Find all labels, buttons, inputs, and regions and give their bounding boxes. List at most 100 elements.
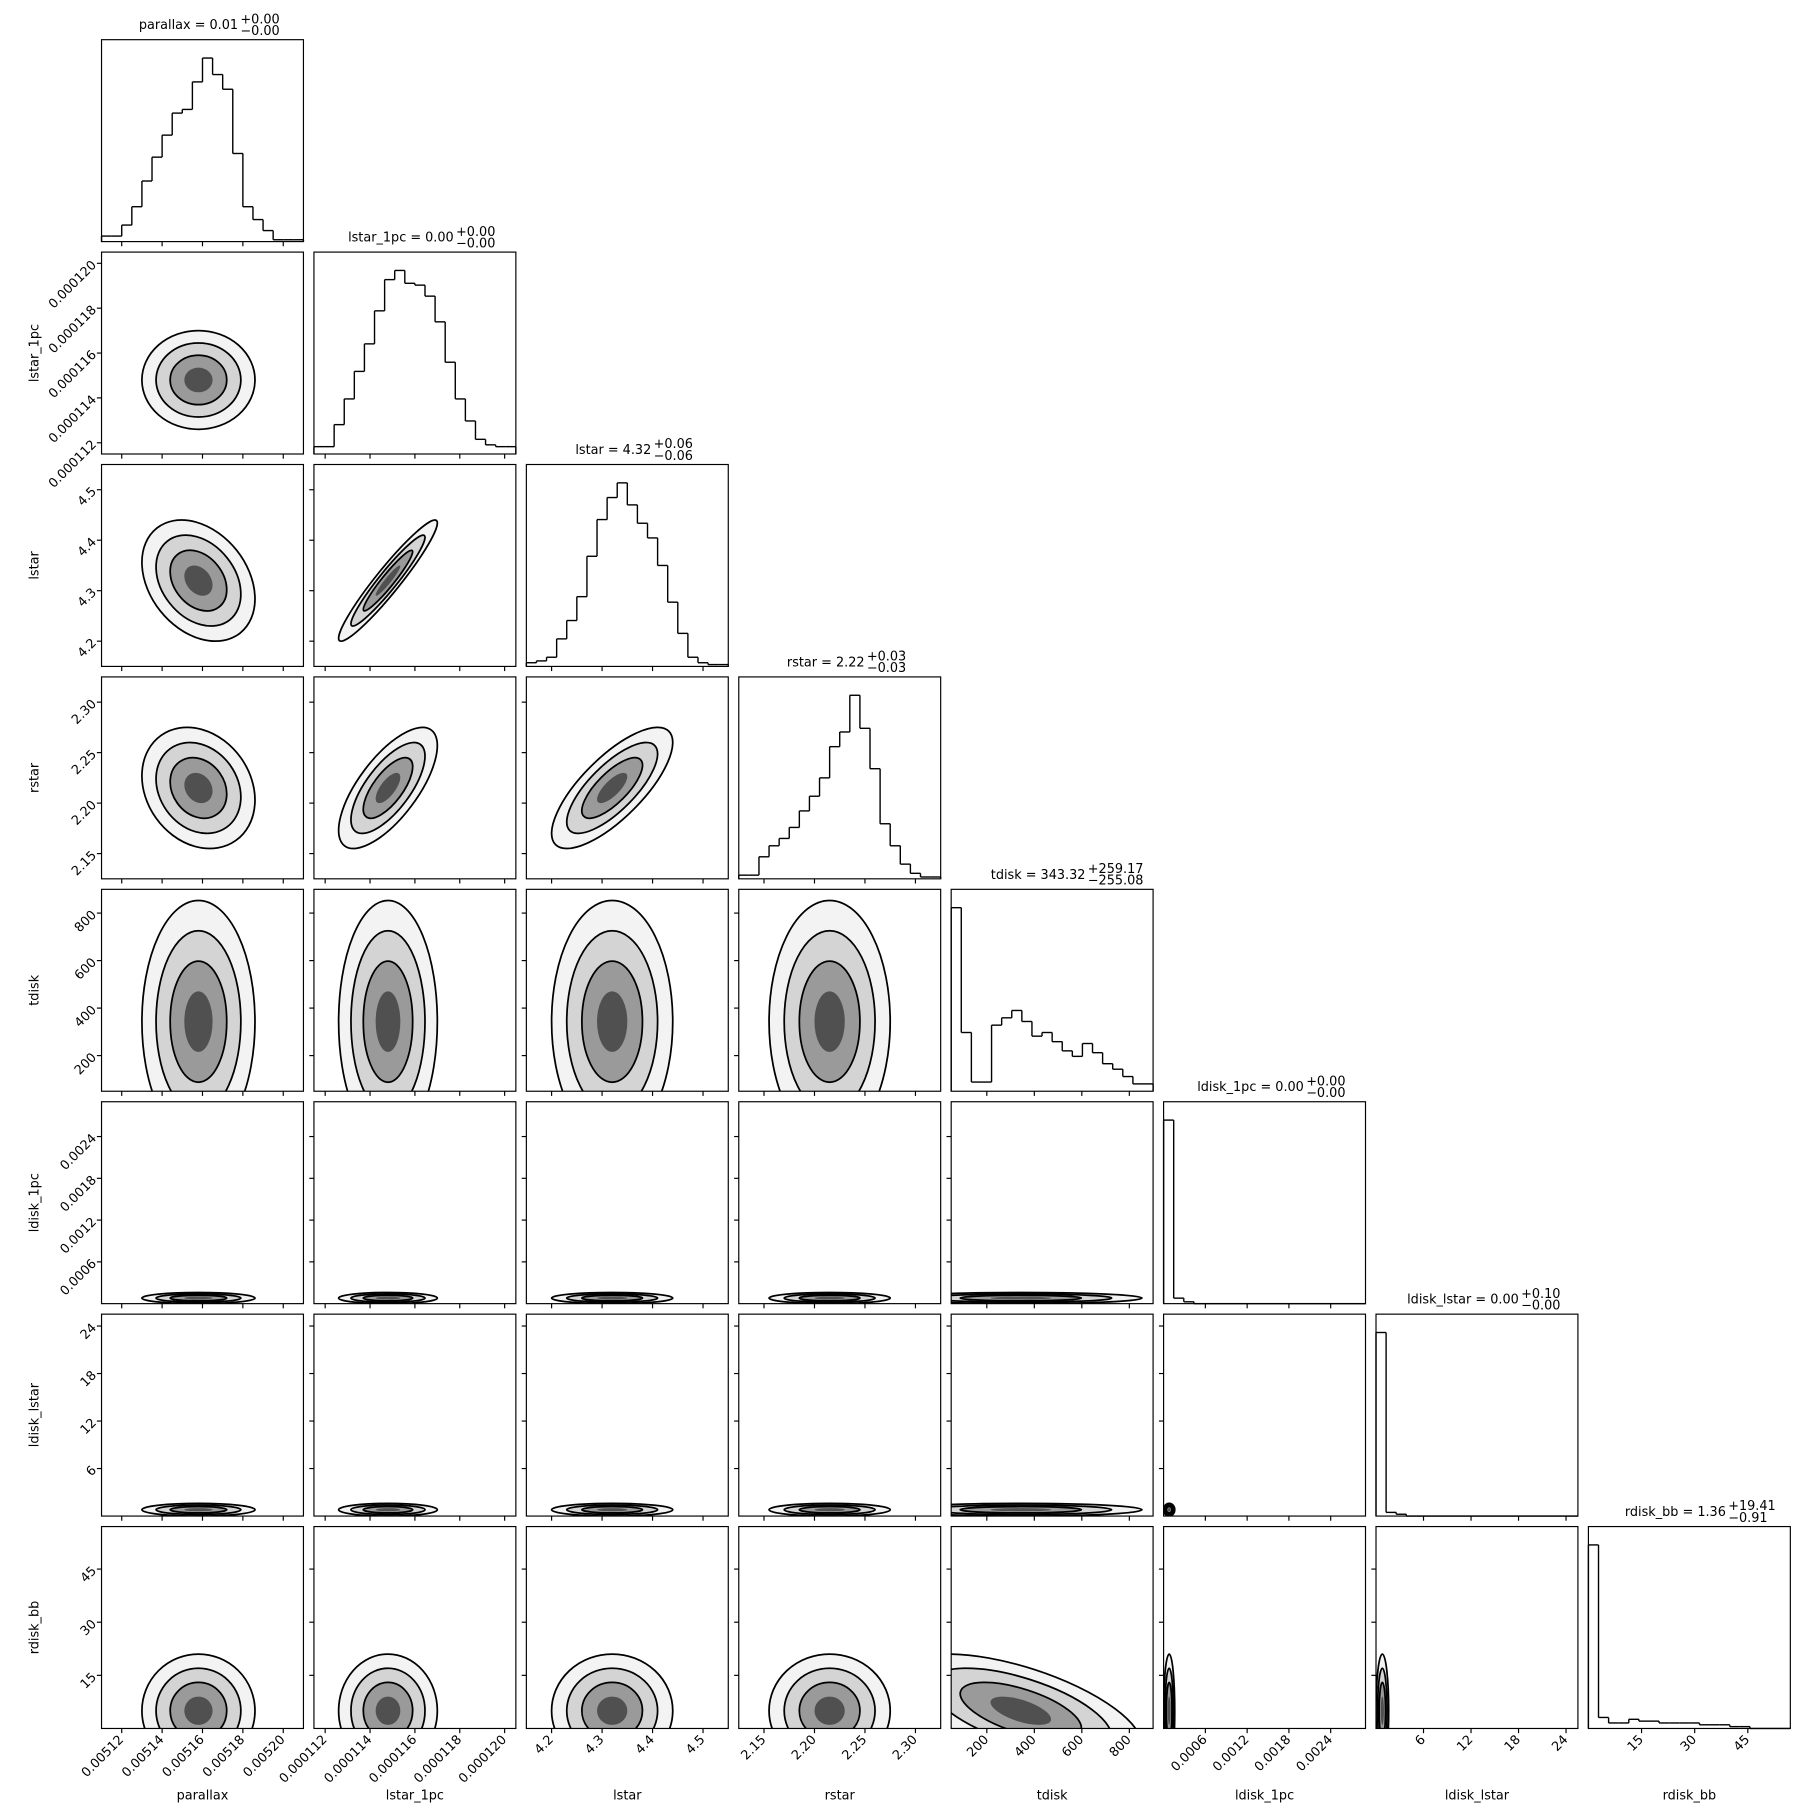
x-tick-label: 0.0006 [1168,1733,1210,1775]
contour [375,1508,401,1512]
contour [375,565,401,596]
panel [521,1313,729,1521]
y-tick-label: 0.0024 [57,1131,99,1173]
x-tick-label: 600 [1059,1733,1087,1761]
panel-title: rstar = 2.22 [787,655,865,670]
panel-frame [738,1525,942,1730]
title-sub: −0.00 [1521,1298,1560,1313]
title-sup: +0.06 [654,437,693,452]
y-tick-label: 4.5 [75,484,100,509]
x-axis-label: lstar_1pc [386,1789,444,1804]
panel-frame [313,1313,517,1517]
title-sub: −0.00 [1306,1086,1345,1101]
x-tick-label: 18 [1502,1733,1524,1755]
y-tick-label: 0.0006 [57,1257,99,1299]
panel: 15 30 45 rdisk_bb = 1.36 +19.41−0.91 rdisk_bb [1587,1499,1791,1804]
panel [309,1313,517,1521]
x-tick-label: 200 [964,1733,992,1761]
panel-frame [1163,1313,1367,1517]
x-tick-label: 30 [1678,1733,1700,1755]
contours [141,329,256,431]
title-sup: +0.00 [240,12,279,27]
y-tick-label: 45 [78,1564,100,1586]
panel [1158,1313,1367,1521]
panel-frame [738,676,942,880]
panel-frame [525,676,729,880]
panel-frame [313,1525,517,1730]
contours [337,519,439,643]
title-sup: +0.03 [867,650,906,665]
y-tick-label: 24 [78,1321,100,1343]
contours [550,1291,674,1304]
contours [141,1653,256,1729]
contour [597,1296,628,1300]
panel-frame [738,888,942,1092]
x-tick-label: 45 [1731,1733,1753,1755]
x-axis-label: lstar [613,1789,642,1804]
title-sup: +0.00 [1306,1074,1345,1089]
panel: lstar_1pc = 0.00 +0.00−0.00 [313,225,517,459]
panel-frame [525,1313,729,1517]
panel-title: ldisk_lstar = 0.00 [1407,1293,1519,1308]
x-tick-label: 24 [1549,1733,1571,1755]
x-tick-label: 2.15 [738,1733,769,1764]
title-sup: +19.41 [1728,1499,1775,1514]
panel-frame [100,463,305,667]
y-axis-label: rstar [28,762,43,793]
contours [337,899,439,1092]
panel: lstar = 4.32 +0.06−0.06 [525,437,729,672]
panel-frame [100,888,305,1092]
contours [141,1502,256,1517]
contours [1376,1653,1390,1729]
panel [734,1313,942,1521]
panel-frame [525,888,729,1092]
contour [597,991,628,1052]
hist-edge [738,695,942,879]
contour [597,1508,628,1512]
panel: 6 12 18 24 ldisk_lstar [28,1313,305,1521]
contour [814,991,845,1052]
x-axis-label: tdisk [1037,1789,1068,1804]
panel-frame [1163,1101,1367,1305]
hist-edge [1375,1332,1407,1517]
y-tick-label: 0.000120 [46,258,100,312]
contours [768,1653,892,1729]
panel: 4.2 4.3 4.4 4.5 lstar [28,463,305,672]
title-sub: −0.06 [654,449,693,464]
contour [814,1508,845,1512]
panel-frame [950,1525,1154,1730]
contours [951,1653,1143,1729]
x-axis-label: parallax [177,1789,229,1804]
hist-edge [1162,1120,1195,1304]
x-axis-label: rstar [825,1789,856,1804]
panel [521,676,729,884]
panel: rstar = 2.22 +0.03−0.03 [738,650,942,884]
y-tick-label: 2.20 [69,798,100,829]
y-axis-label: lstar_1pc [28,324,43,382]
x-tick-label: 0.0012 [1210,1733,1252,1775]
x-tick-label: 4.3 [582,1733,607,1758]
contour [1167,1696,1171,1725]
panel: tdisk = 343.32 +259.17−255.08 [950,862,1154,1096]
y-tick-label: 200 [72,1050,100,1078]
panel-frame [313,676,517,880]
panel: 6 12 18 24 ldisk_lstar [1371,1525,1579,1804]
x-tick-label: 15 [1625,1733,1647,1755]
contours [550,1653,674,1729]
hist-edge [525,482,729,667]
x-tick-label: 0.00512 [79,1733,127,1781]
contours [1163,1653,1176,1729]
contour [597,1696,628,1725]
contour [814,1696,845,1725]
panel-frame [525,1101,729,1305]
hist-edge [313,270,517,455]
panel-frame [100,1101,305,1305]
panel-frame [525,463,729,667]
x-tick-label: 2.30 [890,1733,921,1764]
panel-frame [313,251,517,455]
y-tick-label: 0.0012 [57,1215,99,1257]
panel-frame [1375,1525,1579,1730]
contour [990,1696,1052,1725]
